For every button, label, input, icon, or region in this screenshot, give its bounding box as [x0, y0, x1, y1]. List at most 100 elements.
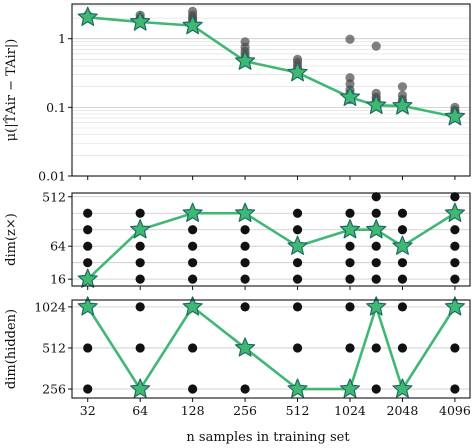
data-point: [135, 274, 145, 284]
x-tick-label: 256: [233, 403, 257, 418]
star-marker: [287, 235, 308, 255]
data-point: [397, 343, 408, 353]
data-point: [371, 192, 381, 202]
data-point: [292, 208, 303, 218]
x-tick-label: 64: [132, 403, 148, 418]
star-marker: [182, 15, 203, 35]
data-point: [83, 258, 93, 268]
data-point: [450, 192, 460, 202]
star-marker: [366, 94, 387, 115]
star-marker: [234, 50, 256, 70]
panel-middle: 16 64 512 dim(z×): [4, 189, 471, 290]
data-point: [371, 343, 381, 353]
star-marker: [77, 6, 98, 26]
data-point: [292, 225, 303, 235]
data-point: [83, 343, 93, 353]
star-marker: [444, 296, 466, 316]
data-point: [240, 241, 250, 251]
ylabel-middle: dim(z×): [4, 213, 19, 266]
data-point: [345, 343, 355, 353]
xlabel: n samples in training set: [186, 430, 350, 445]
star-marker: [392, 95, 413, 115]
data-point: [450, 241, 460, 251]
data-point: [188, 384, 198, 394]
plot-frame: [71, 192, 471, 287]
data-point: [450, 258, 460, 268]
data-point: [292, 274, 303, 284]
data-point: [83, 384, 93, 394]
data-point: [83, 208, 93, 218]
data-point: [135, 258, 145, 268]
x-tick-label: 2048: [387, 403, 419, 418]
data-point: [397, 302, 408, 312]
data-point: [345, 274, 355, 284]
data-point: [83, 225, 93, 235]
data-point: [371, 384, 381, 394]
star-marker: [130, 11, 151, 31]
data-point: [450, 384, 460, 394]
star-marker: [392, 378, 413, 398]
y-tick-label: 0.01: [38, 169, 66, 184]
y-tick-label: 256: [42, 382, 66, 397]
data-point: [371, 208, 381, 218]
data-point: [240, 384, 250, 394]
x-tick-label: 1024: [334, 403, 366, 418]
ylabel-bottom: dim(hidden): [4, 309, 19, 389]
y-tick-label: 16: [50, 272, 66, 287]
y-tick-label: 1024: [34, 299, 66, 314]
star-marker: [77, 268, 98, 288]
data-point: [397, 258, 408, 268]
data-point: [450, 343, 460, 353]
data-point: [188, 225, 198, 235]
data-point: [292, 343, 303, 353]
x-tick-label: 128: [181, 403, 205, 418]
star-marker: [339, 219, 361, 239]
data-point: [188, 343, 198, 353]
star-marker: [444, 106, 466, 126]
x-tick-label: 4096: [439, 403, 471, 418]
data-point: [450, 274, 460, 284]
data-point: [188, 258, 198, 268]
y-tick-label: 512: [42, 189, 66, 204]
data-point: [345, 34, 355, 44]
star-marker: [182, 202, 203, 222]
plot-frame: [71, 3, 471, 177]
y-tick-label: 64: [50, 239, 66, 254]
data-point: [397, 208, 408, 218]
data-point: [188, 241, 198, 251]
data-point: [371, 241, 381, 251]
star-marker: [287, 378, 308, 398]
star-marker: [287, 62, 308, 82]
y-tick-label: 1: [58, 31, 66, 46]
y-tick-label: 0.1: [46, 100, 66, 115]
data-point: [135, 343, 145, 353]
data-point: [188, 274, 198, 284]
data-point: [240, 225, 250, 235]
data-point: [83, 241, 93, 251]
star-marker: [234, 202, 256, 222]
star-marker: [182, 296, 203, 316]
star-marker: [77, 296, 98, 316]
data-point: [371, 258, 381, 268]
star-marker: [339, 86, 361, 106]
star-marker: [366, 219, 387, 239]
panel-bottom: 256 512 1024 dim(hidden): [4, 296, 471, 402]
data-point: [450, 225, 460, 235]
data-point: [371, 274, 381, 284]
star-marker: [366, 296, 387, 316]
star-marker: [339, 378, 361, 398]
data-point: [240, 274, 250, 284]
data-point: [371, 41, 381, 51]
plot-frame: [71, 299, 471, 399]
ylabel-top: μ(|T̂Air − TAir|): [3, 39, 19, 142]
star-marker: [130, 219, 151, 239]
x-tick-label: 32: [80, 403, 96, 418]
data-point: [345, 258, 355, 268]
data-point: [292, 258, 303, 268]
data-point: [397, 225, 408, 235]
data-point: [292, 302, 303, 312]
data-point: [135, 208, 145, 218]
data-point: [397, 82, 408, 92]
data-point: [345, 208, 355, 218]
